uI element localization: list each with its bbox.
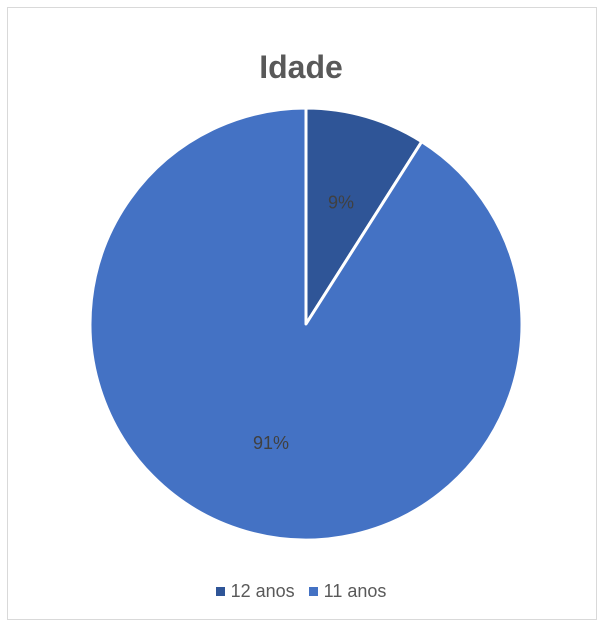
legend-label-12-anos: 12 anos	[230, 581, 295, 601]
pie-slice-12-anos	[304, 106, 424, 326]
pie-slice-11-anos	[88, 106, 524, 542]
pie-data-label-11-anos: 91%	[253, 433, 289, 453]
legend-label-11-anos: 11 anos	[323, 581, 387, 601]
chart-title: Idade	[259, 49, 343, 85]
pie-slices	[88, 106, 524, 542]
pie-data-label-12-anos: 9%	[328, 192, 354, 212]
pie-labels: 9% 91%	[253, 192, 354, 453]
legend-swatch-11-anos	[308, 587, 318, 596]
legend-item-11-anos: 11 anos	[308, 581, 387, 602]
legend-swatch-12-anos	[215, 587, 225, 596]
legend-item-12-anos: 12 anos	[215, 581, 295, 602]
legend: 12 anos 11 anos	[0, 581, 602, 602]
